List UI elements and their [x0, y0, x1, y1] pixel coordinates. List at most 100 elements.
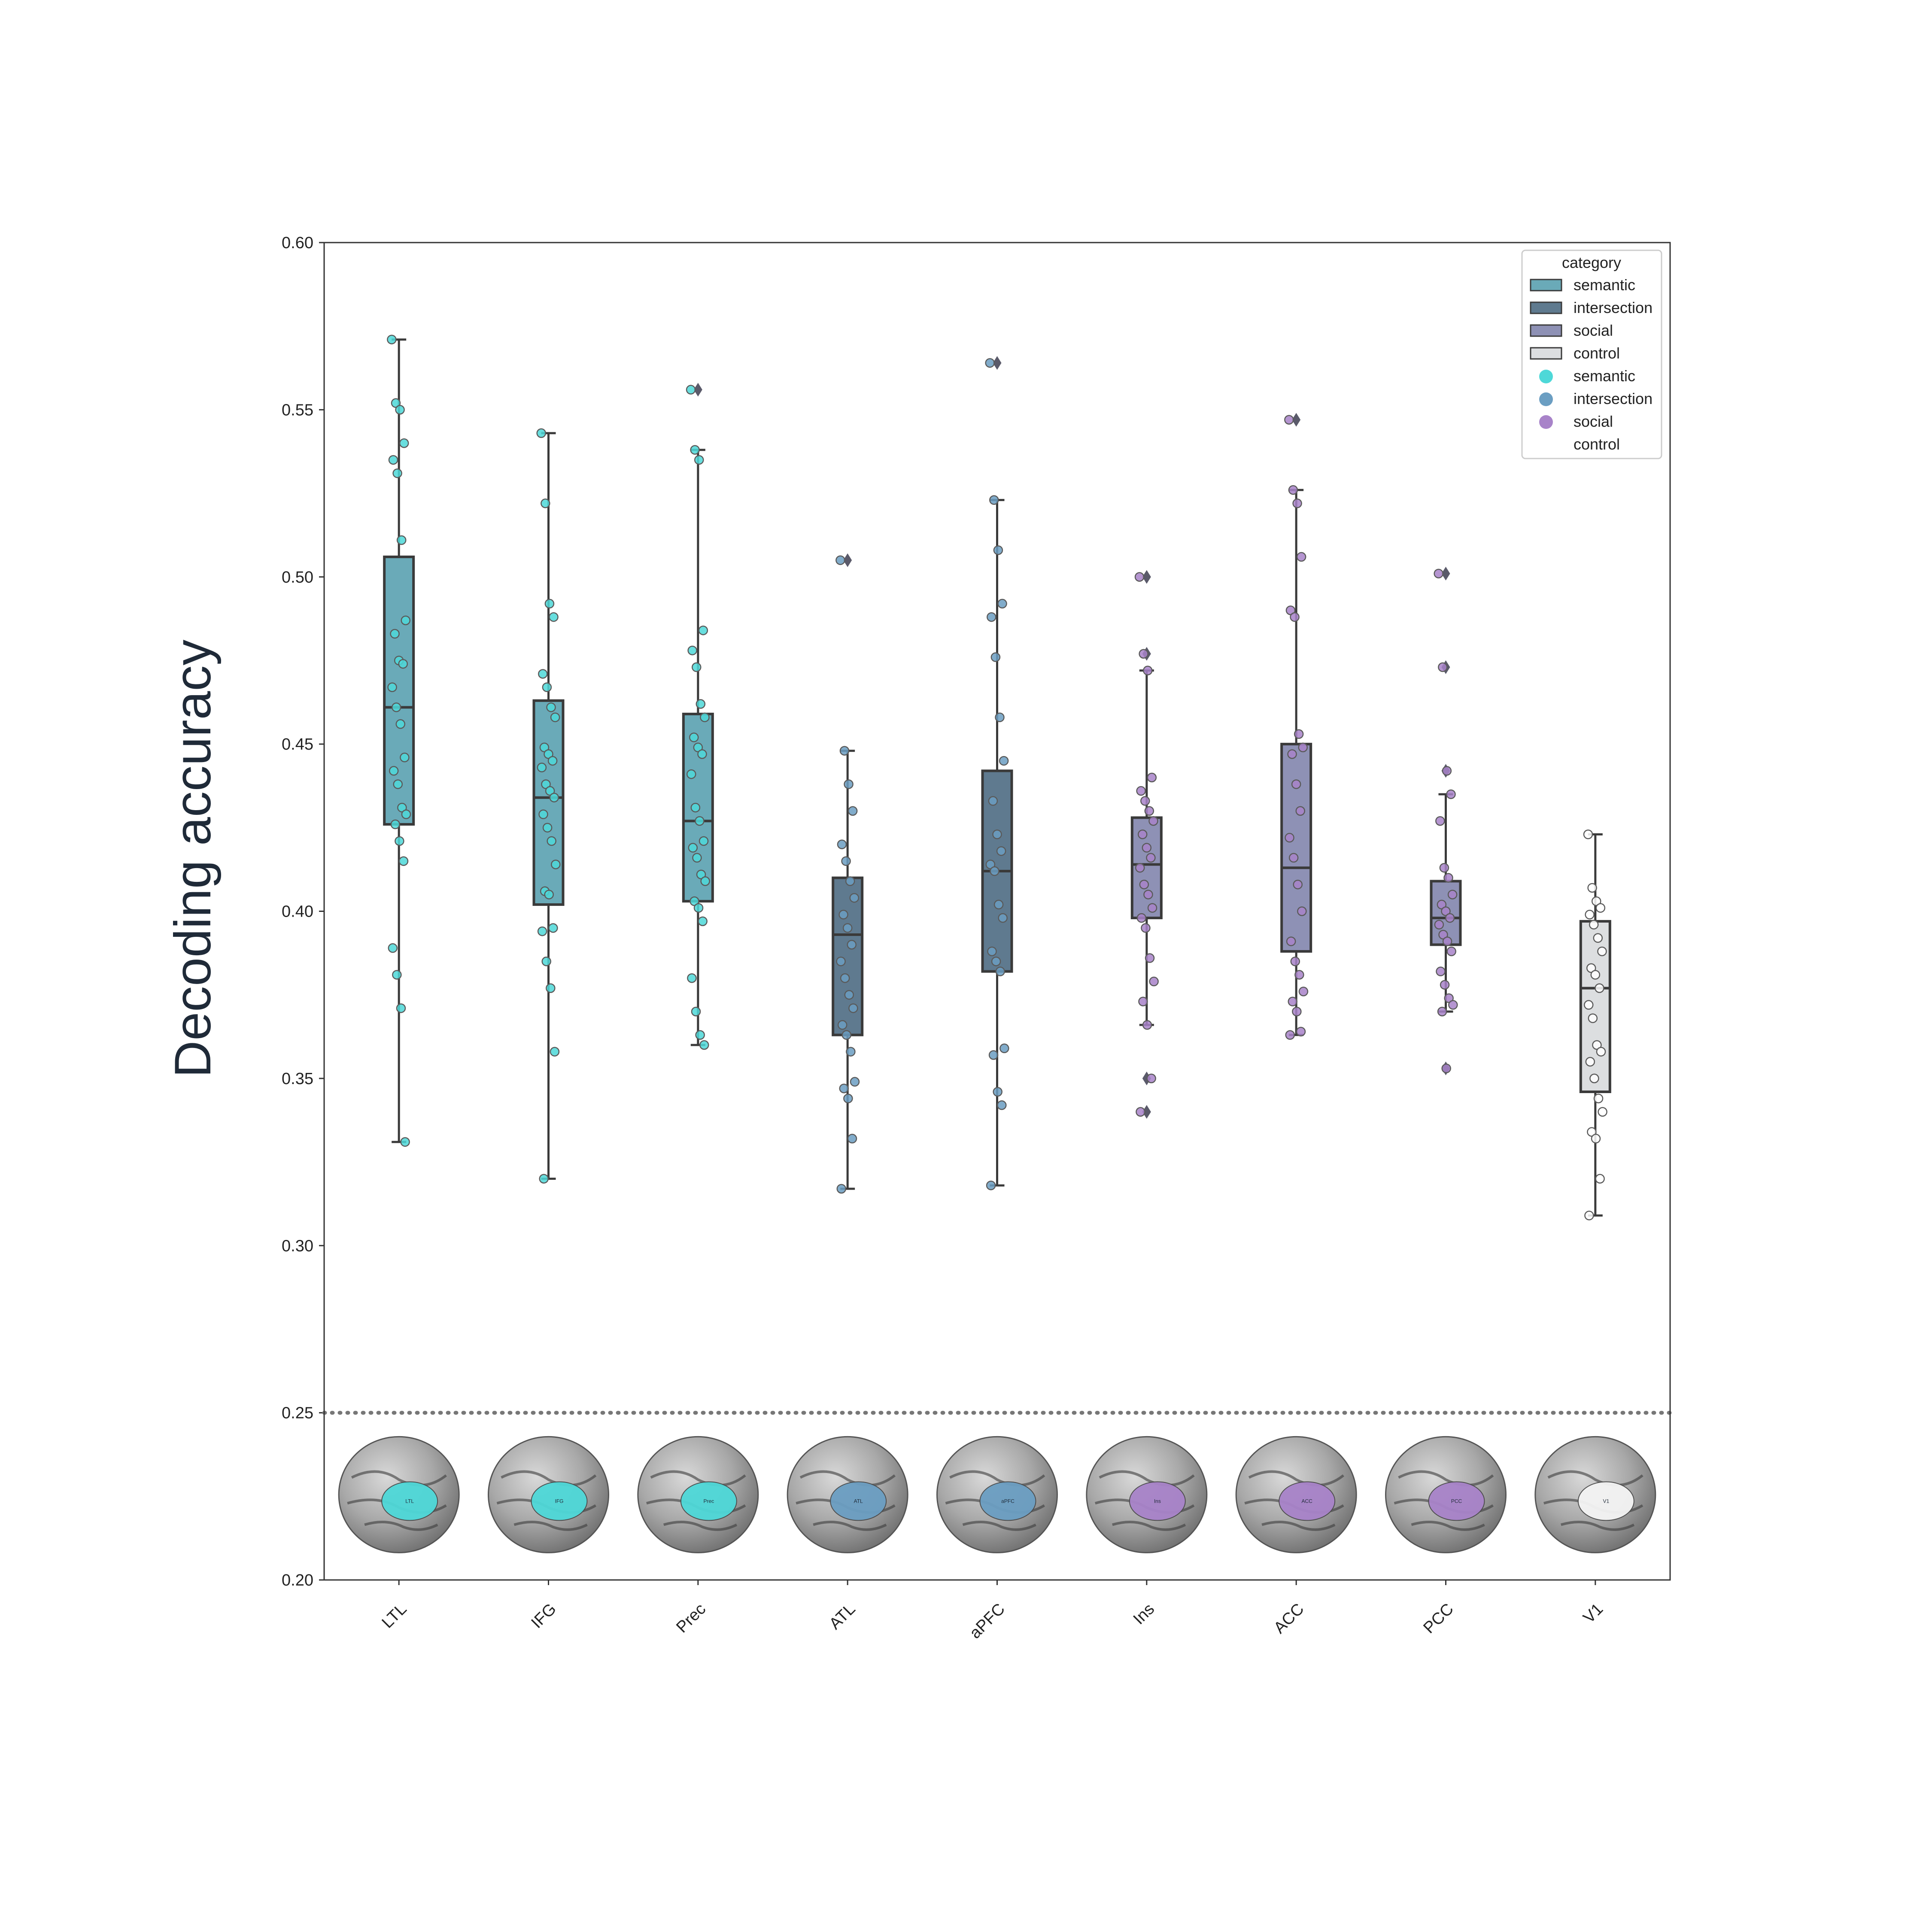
- data-point: [390, 819, 401, 829]
- x-tick-label: ATL: [826, 1600, 859, 1633]
- outlier-marker: [993, 356, 1002, 370]
- data-point: [1145, 953, 1155, 963]
- region-label: ATL: [854, 1498, 863, 1504]
- data-point: [691, 662, 702, 672]
- data-point: [537, 762, 547, 772]
- data-point: [1134, 572, 1145, 582]
- data-point: [1583, 1000, 1594, 1010]
- box-Ins: [1130, 570, 1163, 1119]
- data-point: [993, 1087, 1002, 1097]
- data-point: [991, 957, 1001, 966]
- legend-swatch-box: [1530, 324, 1562, 337]
- region-highlight: [680, 1481, 737, 1521]
- data-point: [1147, 903, 1157, 913]
- data-point: [846, 1047, 856, 1057]
- data-point: [845, 876, 855, 886]
- data-point: [987, 946, 997, 957]
- box-iqr: [1280, 743, 1312, 953]
- data-point: [993, 899, 1004, 910]
- data-point: [393, 779, 403, 789]
- data-point: [1445, 913, 1455, 923]
- legend-label: social: [1574, 413, 1613, 430]
- data-point: [687, 973, 697, 983]
- data-point: [1595, 983, 1604, 993]
- data-point: [549, 612, 559, 622]
- region-label: V1: [1603, 1498, 1609, 1504]
- data-point: [997, 1100, 1007, 1110]
- data-point: [1137, 829, 1148, 839]
- y-tick-label: 0.20: [282, 1571, 313, 1589]
- data-point: [1297, 906, 1307, 916]
- data-point: [988, 1050, 999, 1060]
- y-tick-label: 0.30: [282, 1237, 313, 1255]
- y-tick-label: 0.25: [282, 1404, 313, 1422]
- brain-image-V1: V1: [1534, 1436, 1656, 1553]
- data-point: [1294, 729, 1304, 739]
- data-point: [1285, 832, 1294, 843]
- outlier-marker: [1292, 413, 1301, 427]
- region-highlight: [531, 1481, 588, 1521]
- data-point: [1442, 766, 1452, 776]
- data-point: [698, 626, 708, 635]
- brain-image-Ins: Ins: [1086, 1436, 1208, 1553]
- data-point: [694, 455, 704, 465]
- x-tick-label: aPFC: [966, 1600, 1008, 1642]
- data-point: [399, 438, 409, 448]
- data-point: [688, 843, 698, 853]
- data-point: [850, 1077, 860, 1087]
- legend-swatch-box: [1530, 279, 1562, 292]
- data-point: [1139, 649, 1148, 659]
- data-point: [395, 836, 404, 846]
- data-point: [1138, 996, 1148, 1007]
- data-point: [401, 809, 411, 819]
- legend-swatch-point: [1539, 415, 1553, 429]
- data-point: [842, 923, 853, 933]
- data-point: [1591, 1133, 1601, 1144]
- data-point: [547, 836, 556, 846]
- data-point: [401, 615, 411, 626]
- y-tick-label: 0.45: [282, 735, 313, 753]
- data-point: [1296, 552, 1306, 562]
- data-point: [544, 890, 554, 899]
- data-point: [1149, 976, 1159, 987]
- data-point: [686, 385, 696, 395]
- data-point: [1588, 1013, 1598, 1023]
- data-point: [1439, 863, 1449, 873]
- data-point: [1288, 485, 1298, 495]
- data-point: [1446, 789, 1456, 799]
- data-point: [538, 809, 548, 819]
- data-point: [542, 682, 552, 692]
- data-point: [1298, 742, 1308, 753]
- data-point: [1440, 980, 1450, 990]
- x-tick-label: PCC: [1420, 1600, 1457, 1637]
- data-point: [1596, 1047, 1606, 1057]
- data-point: [1442, 936, 1452, 946]
- legend-title: category: [1562, 254, 1621, 271]
- data-point: [995, 966, 1005, 976]
- x-tick-label: V1: [1580, 1600, 1607, 1627]
- data-point: [1597, 946, 1607, 957]
- data-point: [839, 1083, 849, 1094]
- legend-label: intersection: [1574, 390, 1653, 407]
- box-IFG: [532, 428, 565, 1184]
- data-point: [848, 806, 858, 816]
- data-point: [699, 1040, 709, 1050]
- outlier-marker: [1142, 570, 1151, 584]
- brain-image-ACC: ACC: [1235, 1436, 1357, 1553]
- legend-swatch-point: [1539, 438, 1553, 452]
- region-highlight: [1279, 1481, 1336, 1521]
- data-point: [843, 1094, 853, 1103]
- box-iqr: [832, 876, 864, 1036]
- data-point: [985, 358, 995, 368]
- data-point: [841, 1030, 852, 1040]
- data-point: [1290, 612, 1300, 622]
- x-tick-label: ACC: [1270, 1600, 1307, 1637]
- region-highlight: [381, 1481, 438, 1521]
- data-point: [835, 555, 845, 565]
- data-point: [844, 990, 854, 1000]
- y-axis: 0.20 0.25 0.30 0.35 0.40 0.45 0.50 0.55 0.60: [282, 234, 324, 1589]
- region-image-row: LTL IFG Prec ATL aPFC Ins ACC PCC V1: [338, 1436, 1656, 1553]
- data-point: [987, 612, 996, 622]
- data-point: [551, 860, 561, 869]
